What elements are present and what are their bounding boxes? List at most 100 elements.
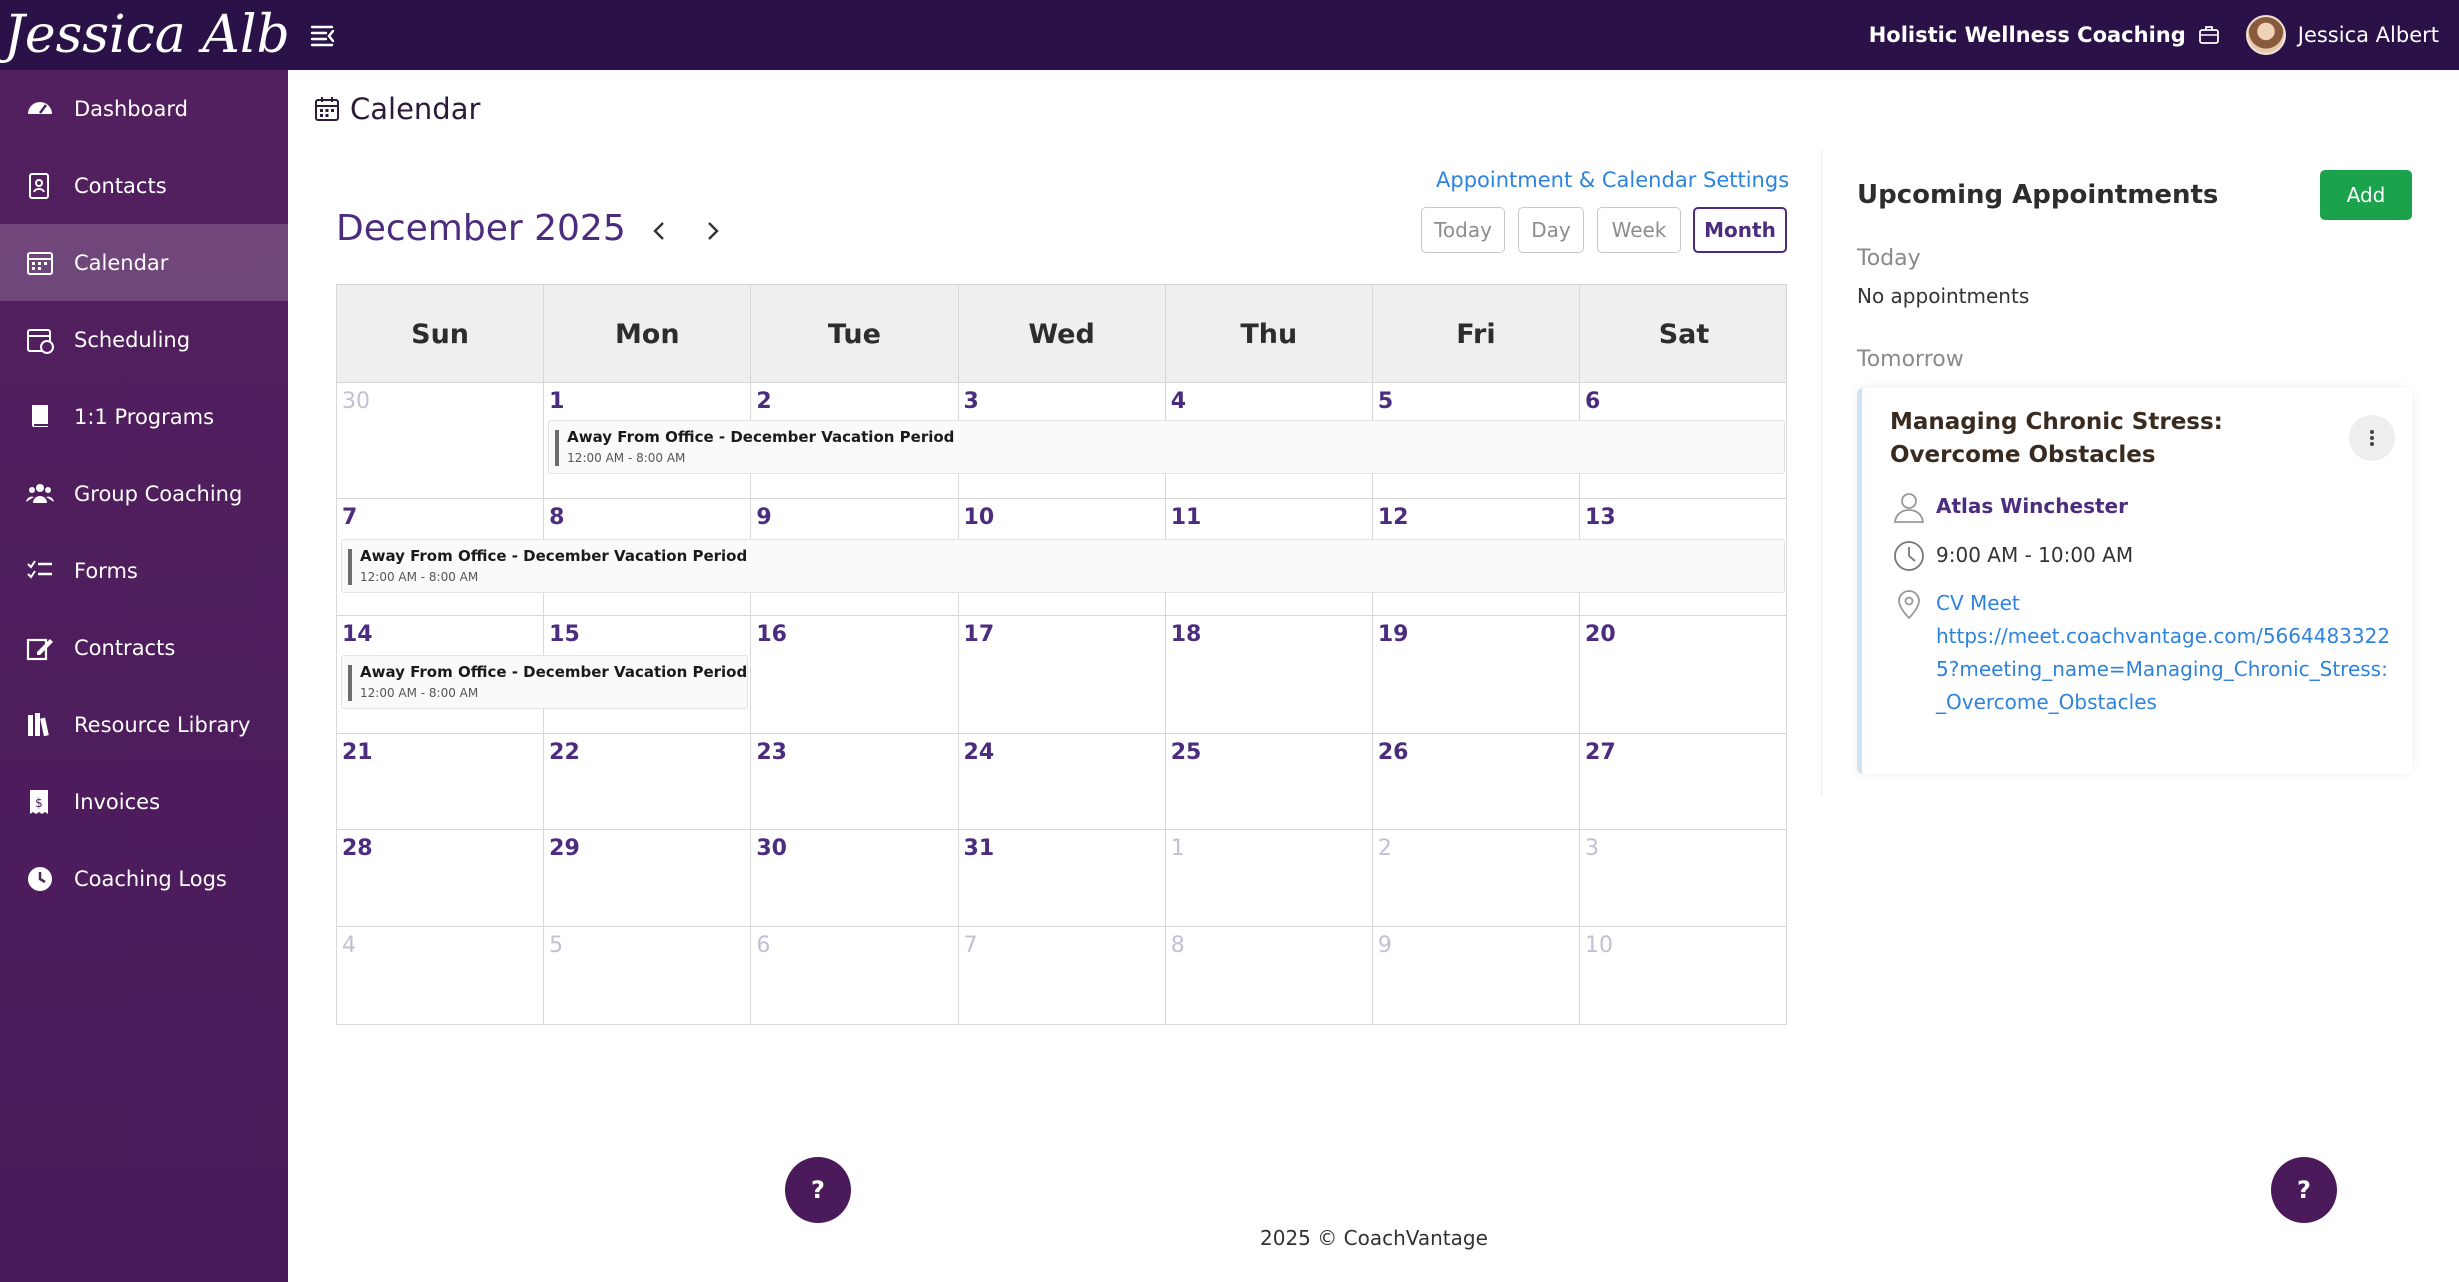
day-cell[interactable]: 28 [337,830,545,927]
sidebar-item-dashboard[interactable]: Dashboard [0,70,288,147]
day-number[interactable]: 18 [1170,622,1202,647]
day-number[interactable]: 4 [342,933,356,958]
day-cell[interactable]: 19 [1373,616,1581,734]
day-cell[interactable]: 3 [1580,830,1788,927]
sidebar-item-contacts[interactable]: Contacts [0,147,288,224]
calendar-event[interactable]: Away From Office - December Vacation Per… [548,420,1785,474]
day-cell[interactable]: 16 [751,616,959,734]
day-cell[interactable]: 13 [1580,499,1788,616]
meeting-url-link[interactable]: https://meet.coachvantage.com/5664483322… [1936,624,2391,714]
calendar-event[interactable]: Away From Office - December Vacation Per… [341,655,749,709]
day-cell[interactable]: 30 [337,383,545,499]
day-number[interactable]: 17 [963,622,995,647]
day-number[interactable]: 30 [756,836,787,861]
day-number[interactable]: 23 [756,740,787,765]
day-cell[interactable]: 1 [1166,830,1373,927]
day-number[interactable]: 6 [1585,389,1601,414]
day-cell[interactable]: 5 [544,927,752,1024]
day-cell[interactable]: 2 [1373,830,1581,927]
day-number[interactable]: 29 [549,836,580,861]
sidebar-item-calendar[interactable]: Calendar [0,224,288,301]
day-number[interactable]: 31 [963,836,995,861]
day-cell[interactable]: 4 [337,927,545,1024]
day-number[interactable]: 14 [342,622,373,647]
day-number[interactable]: 5 [549,933,564,958]
view-month-button[interactable]: Month [1693,207,1787,253]
day-number[interactable]: 1 [1170,836,1185,861]
day-number[interactable]: 1 [549,389,565,414]
day-cell[interactable]: 15 [544,616,752,734]
sidebar-item-resource-library[interactable]: Resource Library [0,686,288,763]
day-number[interactable]: 28 [342,836,373,861]
user-name[interactable]: Jessica Albert [2297,23,2439,47]
day-number[interactable]: 6 [756,933,771,958]
sidebar-item-contracts[interactable]: Contracts [0,609,288,686]
day-cell[interactable]: 8 [1166,927,1373,1024]
day-cell[interactable]: 17 [959,616,1166,734]
appointment-title[interactable]: Managing Chronic Stress: Overcome Obstac… [1890,409,2223,468]
appointment-card[interactable]: Managing Chronic Stress: Overcome Obstac… [1857,388,2412,774]
day-cell[interactable]: 21 [337,734,545,830]
day-cell[interactable]: 27 [1580,734,1788,830]
day-number[interactable]: 26 [1377,740,1409,765]
day-number[interactable]: 2 [1377,836,1392,861]
day-cell[interactable]: 24 [959,734,1166,830]
view-today-button[interactable]: Today [1421,207,1505,253]
day-cell[interactable]: 29 [544,830,752,927]
day-number[interactable]: 15 [549,622,580,647]
day-number[interactable]: 9 [1377,933,1392,958]
sidebar-item-scheduling[interactable]: Scheduling [0,301,288,378]
day-number[interactable]: 4 [1170,389,1186,414]
day-number[interactable]: 27 [1585,740,1616,765]
day-number[interactable]: 24 [963,740,995,765]
day-number[interactable]: 20 [1585,622,1616,647]
day-number[interactable]: 8 [1170,933,1185,958]
day-number[interactable]: 21 [342,740,373,765]
day-cell[interactable]: 31 [959,830,1166,927]
day-number[interactable]: 13 [1585,505,1616,530]
day-cell[interactable]: 22 [544,734,752,830]
day-cell[interactable]: 6 [1580,383,1788,499]
next-month-icon[interactable] [702,218,724,244]
sidebar-item-1-1-programs[interactable]: 1:1 Programs [0,378,288,455]
day-number[interactable]: 22 [549,740,580,765]
day-number[interactable]: 3 [1585,836,1600,861]
day-number[interactable]: 10 [963,505,995,530]
sidebar-item-group-coaching[interactable]: Group Coaching [0,455,288,532]
sidebar-item-coaching-logs[interactable]: Coaching Logs [0,840,288,917]
day-cell[interactable]: 30 [751,830,959,927]
briefcase-icon[interactable] [2198,24,2220,46]
day-cell[interactable]: 18 [1166,616,1373,734]
day-number[interactable]: 9 [756,505,772,530]
brand-logo[interactable]: Jessica Albert [4,5,288,65]
day-cell[interactable]: 6 [751,927,959,1024]
appointment-location[interactable]: CV Meet [1936,591,2020,615]
view-day-button[interactable]: Day [1518,207,1584,253]
help-button[interactable]: ? [785,1157,851,1223]
sidebar-item-forms[interactable]: Forms [0,532,288,609]
day-number[interactable]: 10 [1585,933,1614,958]
day-number[interactable]: 3 [963,389,979,414]
business-name[interactable]: Holistic Wellness Coaching [1868,23,2186,47]
day-cell[interactable]: 25 [1166,734,1373,830]
help-chat-button[interactable]: ? [2271,1157,2337,1223]
day-number[interactable]: 30 [342,389,370,414]
day-cell[interactable]: 23 [751,734,959,830]
calendar-settings-link[interactable]: Appointment & Calendar Settings [1436,168,1790,192]
day-cell[interactable]: 10 [1580,927,1788,1024]
day-cell[interactable]: 26 [1373,734,1581,830]
prev-month-icon[interactable] [648,218,670,244]
day-number[interactable]: 5 [1377,389,1394,414]
day-number[interactable]: 7 [963,933,978,958]
more-options-icon[interactable] [2349,415,2395,461]
add-appointment-button[interactable]: Add [2320,170,2412,220]
sidebar-item-invoices[interactable]: $ Invoices [0,763,288,840]
day-number[interactable]: 8 [549,505,565,530]
day-cell[interactable]: 20 [1580,616,1788,734]
day-number[interactable]: 11 [1170,505,1202,530]
day-cell[interactable]: 9 [1373,927,1581,1024]
calendar-event[interactable]: Away From Office - December Vacation Per… [341,539,1785,593]
view-week-button[interactable]: Week [1597,207,1681,253]
day-cell[interactable]: 7 [959,927,1166,1024]
day-number[interactable]: 12 [1377,505,1409,530]
